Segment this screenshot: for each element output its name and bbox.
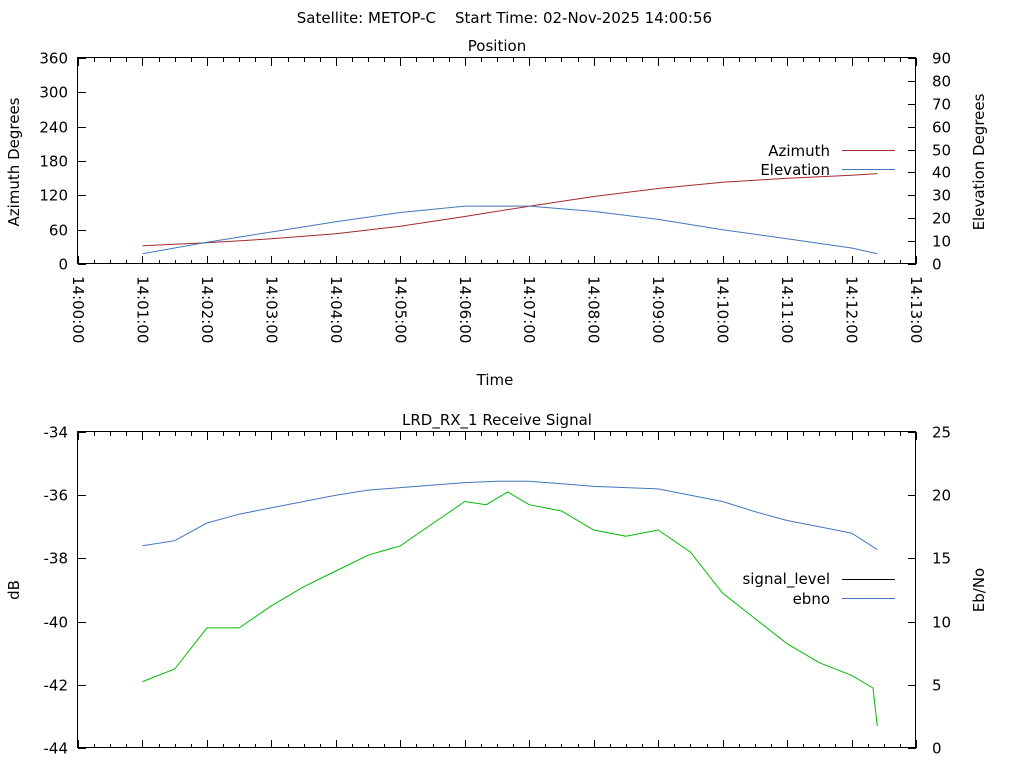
series-line-ebno — [142, 480, 878, 551]
signal-y-axis-label: dB — [5, 580, 23, 600]
x-tick-label: 14:11:00 — [778, 276, 796, 343]
position-series-lines — [142, 173, 878, 255]
position-legend: Azimuth Elevation — [760, 142, 895, 179]
x-tick-label: 14:02:00 — [198, 276, 216, 343]
y2-tick-label: 0 — [932, 740, 942, 758]
y2-tick-label: 10 — [932, 614, 951, 632]
signal-chart: LRD_RX_1 Receive Signal -34-36-38-40-42-… — [5, 411, 988, 758]
x-tick-label: 14:00:00 — [69, 276, 87, 343]
start-time-label: Start Time: 02-Nov-2025 14:00:56 — [455, 9, 712, 27]
legend-signal-level-label: signal_level — [742, 570, 830, 589]
position-y2-axis-label: Elevation Degrees — [970, 93, 988, 230]
signal-y2-axis-label: Eb/No — [970, 568, 988, 612]
y2-tick-label: 40 — [932, 164, 951, 182]
y2-tick-label: 70 — [932, 96, 951, 114]
x-tick-label: 14:05:00 — [391, 276, 409, 343]
y2-tick-label: 0 — [932, 256, 942, 274]
position-chart: Position 0 60 120 180 240 300 360 0 10 20 30 40 50 6… — [5, 37, 988, 389]
position-y-axis-label: Azimuth Degrees — [5, 97, 23, 226]
y-tick-label: 360 — [39, 50, 68, 68]
x-tick-label: 14:06:00 — [456, 276, 474, 343]
legend-ebno-label: ebno — [793, 590, 830, 608]
y-tick-label: -42 — [44, 677, 69, 695]
y2-tick-label: 15 — [932, 550, 951, 568]
y-tick-label: -44 — [44, 740, 69, 758]
satellite-label: Satellite: METOP-C — [297, 9, 436, 27]
y-tick-label: -40 — [44, 614, 69, 632]
position-x-ticks: 14:00:00 14:01:00 14:02:00 14:03:00 14:04:00… — [69, 58, 925, 343]
position-y-ticks: 0 60 120 180 240 300 360 — [39, 50, 86, 274]
x-tick-label: 14:10:00 — [714, 276, 732, 343]
position-chart-title: Position — [468, 37, 526, 55]
x-tick-label: 14:03:00 — [262, 276, 280, 343]
y-tick-label: 180 — [39, 153, 68, 171]
signal-legend: signal_level ebno — [742, 570, 895, 608]
x-tick-label: 14:13:00 — [907, 276, 925, 343]
y2-tick-label: 10 — [932, 233, 951, 251]
y2-tick-label: 20 — [932, 487, 951, 505]
y-tick-label: 300 — [39, 84, 68, 102]
signal-series-lines — [142, 480, 878, 726]
x-tick-label: 14:09:00 — [649, 276, 667, 343]
y2-tick-label: 60 — [932, 119, 951, 137]
x-tick-label: 14:07:00 — [520, 276, 538, 343]
legend-elevation-label: Elevation — [760, 161, 830, 179]
position-y2-ticks: 0 10 20 30 40 50 60 70 80 90 — [908, 50, 951, 274]
y-tick-label: 120 — [39, 187, 68, 205]
signal-plot-frame — [77, 431, 916, 748]
y2-tick-label: 5 — [932, 677, 942, 695]
y-tick-label: 0 — [58, 256, 68, 274]
y-tick-label: 60 — [49, 222, 68, 240]
x-tick-label: 14:12:00 — [843, 276, 861, 343]
y-tick-label: 240 — [39, 119, 68, 137]
y-tick-label: -38 — [44, 550, 69, 568]
y2-tick-label: 30 — [932, 187, 951, 205]
series-line-elevation — [142, 205, 878, 255]
series-line-signal-level — [142, 491, 878, 726]
y-tick-label: -34 — [44, 424, 69, 442]
signal-y-ticks: -34 -36 -38 -40 -42 -44 — [44, 424, 86, 758]
y2-tick-label: 80 — [932, 73, 951, 91]
y2-tick-label: 90 — [932, 50, 951, 68]
position-plot-frame — [77, 57, 916, 264]
legend-azimuth-label: Azimuth — [768, 142, 830, 160]
y-tick-label: -36 — [44, 487, 69, 505]
signal-y2-ticks: 0 5 10 15 20 25 — [908, 424, 951, 758]
x-tick-label: 14:01:00 — [133, 276, 151, 343]
signal-chart-title: LRD_RX_1 Receive Signal — [402, 411, 592, 430]
y2-tick-label: 25 — [932, 424, 951, 442]
y2-tick-label: 50 — [932, 142, 951, 160]
x-tick-label: 14:04:00 — [327, 276, 345, 343]
y2-tick-label: 20 — [932, 210, 951, 228]
position-x-axis-label: Time — [476, 371, 514, 389]
signal-x-ticks — [78, 432, 917, 748]
x-tick-label: 14:08:00 — [585, 276, 603, 343]
